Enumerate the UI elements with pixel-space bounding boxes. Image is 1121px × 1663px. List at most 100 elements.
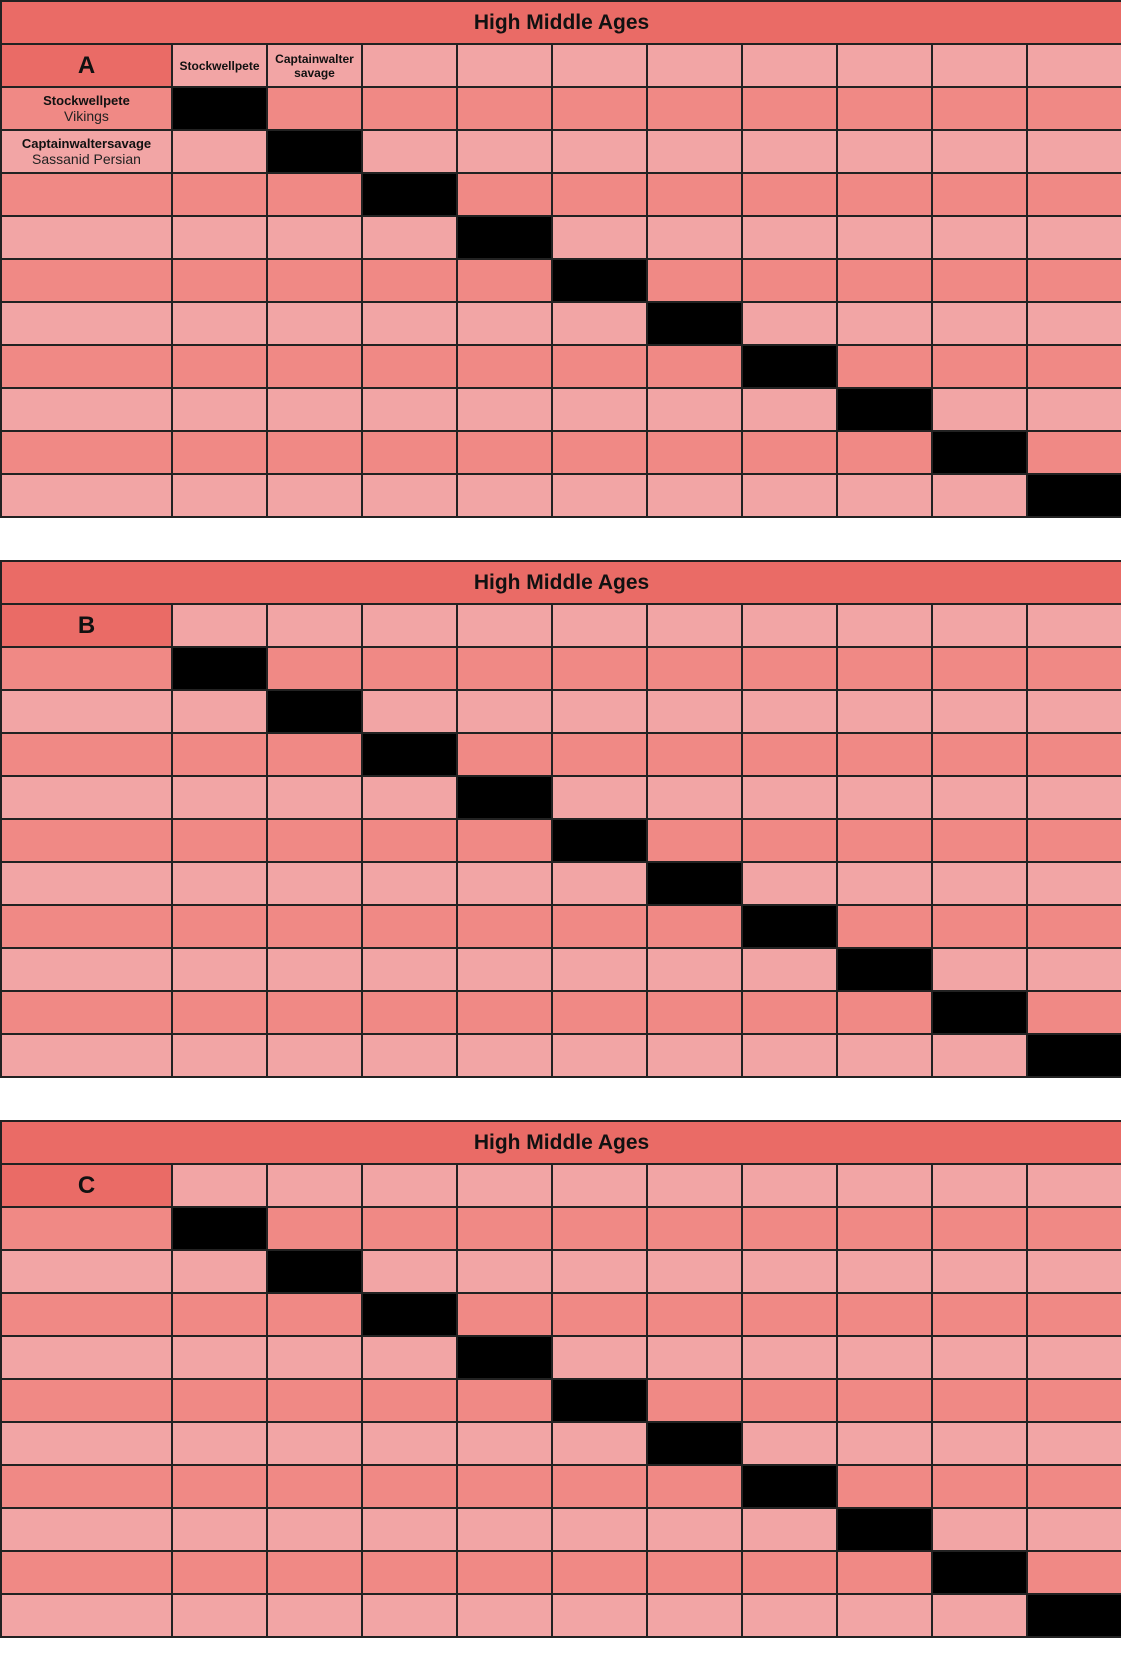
result-cell xyxy=(931,775,1028,820)
table-row: Captainwaltersavage Sassanid Persian xyxy=(0,129,1121,174)
table-row xyxy=(0,1464,1121,1509)
result-cell xyxy=(361,1464,458,1509)
diagonal-cell xyxy=(266,689,363,734)
column-header xyxy=(456,603,553,648)
result-cell xyxy=(1025,1292,1121,1337)
result-cell xyxy=(361,301,458,346)
result-cell xyxy=(836,1335,933,1380)
result-cell xyxy=(646,1507,743,1552)
result-cell xyxy=(1025,86,1121,131)
result-cell xyxy=(836,904,933,949)
result-cell xyxy=(741,86,838,131)
result-cell xyxy=(931,1292,1028,1337)
result-cell xyxy=(1025,301,1121,346)
group-table-c: High Middle Ages C xyxy=(0,1120,1121,1638)
table-row xyxy=(0,904,1121,949)
result-cell xyxy=(836,129,933,174)
result-cell xyxy=(741,1550,838,1595)
result-cell xyxy=(741,1593,838,1638)
result-cell xyxy=(266,947,363,992)
result-cell xyxy=(931,732,1028,777)
result-cell xyxy=(646,1033,743,1078)
player-cell xyxy=(0,1378,173,1423)
result-cell xyxy=(931,1335,1028,1380)
result-cell xyxy=(171,172,268,217)
diagonal-cell xyxy=(1025,1593,1121,1638)
result-cell xyxy=(266,732,363,777)
result-cell xyxy=(646,689,743,734)
diagonal-cell xyxy=(646,1421,743,1466)
result-cell xyxy=(171,430,268,475)
result-cell xyxy=(266,86,363,131)
result-cell xyxy=(836,473,933,518)
result-cell xyxy=(361,258,458,303)
result-cell xyxy=(266,1033,363,1078)
result-cell xyxy=(456,1550,553,1595)
result-cell xyxy=(931,473,1028,518)
result-cell xyxy=(646,818,743,863)
result-cell xyxy=(266,1421,363,1466)
group-table-a: High Middle Ages A Stockwellpete Captainwal… xyxy=(0,0,1121,518)
result-cell xyxy=(456,258,553,303)
result-cell xyxy=(1025,1464,1121,1509)
result-cell xyxy=(361,430,458,475)
result-cell xyxy=(836,1033,933,1078)
diagonal-cell xyxy=(171,1206,268,1251)
diagonal-cell xyxy=(836,1507,933,1552)
result-cell xyxy=(171,1464,268,1509)
player-cell xyxy=(0,344,173,389)
result-cell xyxy=(266,172,363,217)
table-row xyxy=(0,1550,1121,1595)
result-cell xyxy=(551,990,648,1035)
result-cell xyxy=(361,646,458,691)
player-cell xyxy=(0,1206,173,1251)
result-cell xyxy=(551,1206,648,1251)
table-row xyxy=(0,301,1121,346)
result-cell xyxy=(171,947,268,992)
result-cell xyxy=(1025,818,1121,863)
result-cell xyxy=(836,1292,933,1337)
result-cell xyxy=(266,775,363,820)
result-cell xyxy=(836,689,933,734)
result-cell xyxy=(171,129,268,174)
result-cell xyxy=(456,430,553,475)
result-cell xyxy=(646,1550,743,1595)
crosstable: High Middle Ages C xyxy=(0,1120,1121,1638)
result-cell xyxy=(741,775,838,820)
result-cell xyxy=(361,861,458,906)
result-cell xyxy=(836,732,933,777)
player-cell xyxy=(0,990,173,1035)
result-cell xyxy=(1025,430,1121,475)
player-cell xyxy=(0,1249,173,1294)
result-cell xyxy=(456,1378,553,1423)
result-cell xyxy=(551,904,648,949)
result-cell xyxy=(171,473,268,518)
result-cell xyxy=(836,430,933,475)
player-cell xyxy=(0,301,173,346)
result-cell xyxy=(456,732,553,777)
result-cell xyxy=(551,775,648,820)
result-cell xyxy=(741,861,838,906)
result-cell xyxy=(361,1421,458,1466)
result-cell xyxy=(456,129,553,174)
result-cell xyxy=(931,215,1028,260)
result-cell xyxy=(361,947,458,992)
result-cell xyxy=(456,990,553,1035)
result-cell xyxy=(456,1249,553,1294)
column-header xyxy=(171,603,268,648)
result-cell xyxy=(456,947,553,992)
column-header xyxy=(1025,43,1121,88)
result-cell xyxy=(836,86,933,131)
player-civ: Vikings xyxy=(64,108,109,124)
crosstable: High Middle Ages B xyxy=(0,560,1121,1078)
result-cell xyxy=(1025,172,1121,217)
result-cell xyxy=(1025,904,1121,949)
result-cell xyxy=(551,387,648,432)
result-cell xyxy=(931,301,1028,346)
result-cell xyxy=(836,775,933,820)
result-cell xyxy=(266,430,363,475)
table-row: Stockwellpete Vikings xyxy=(0,86,1121,131)
player-cell xyxy=(0,1421,173,1466)
table-row xyxy=(0,775,1121,820)
column-header xyxy=(931,603,1028,648)
